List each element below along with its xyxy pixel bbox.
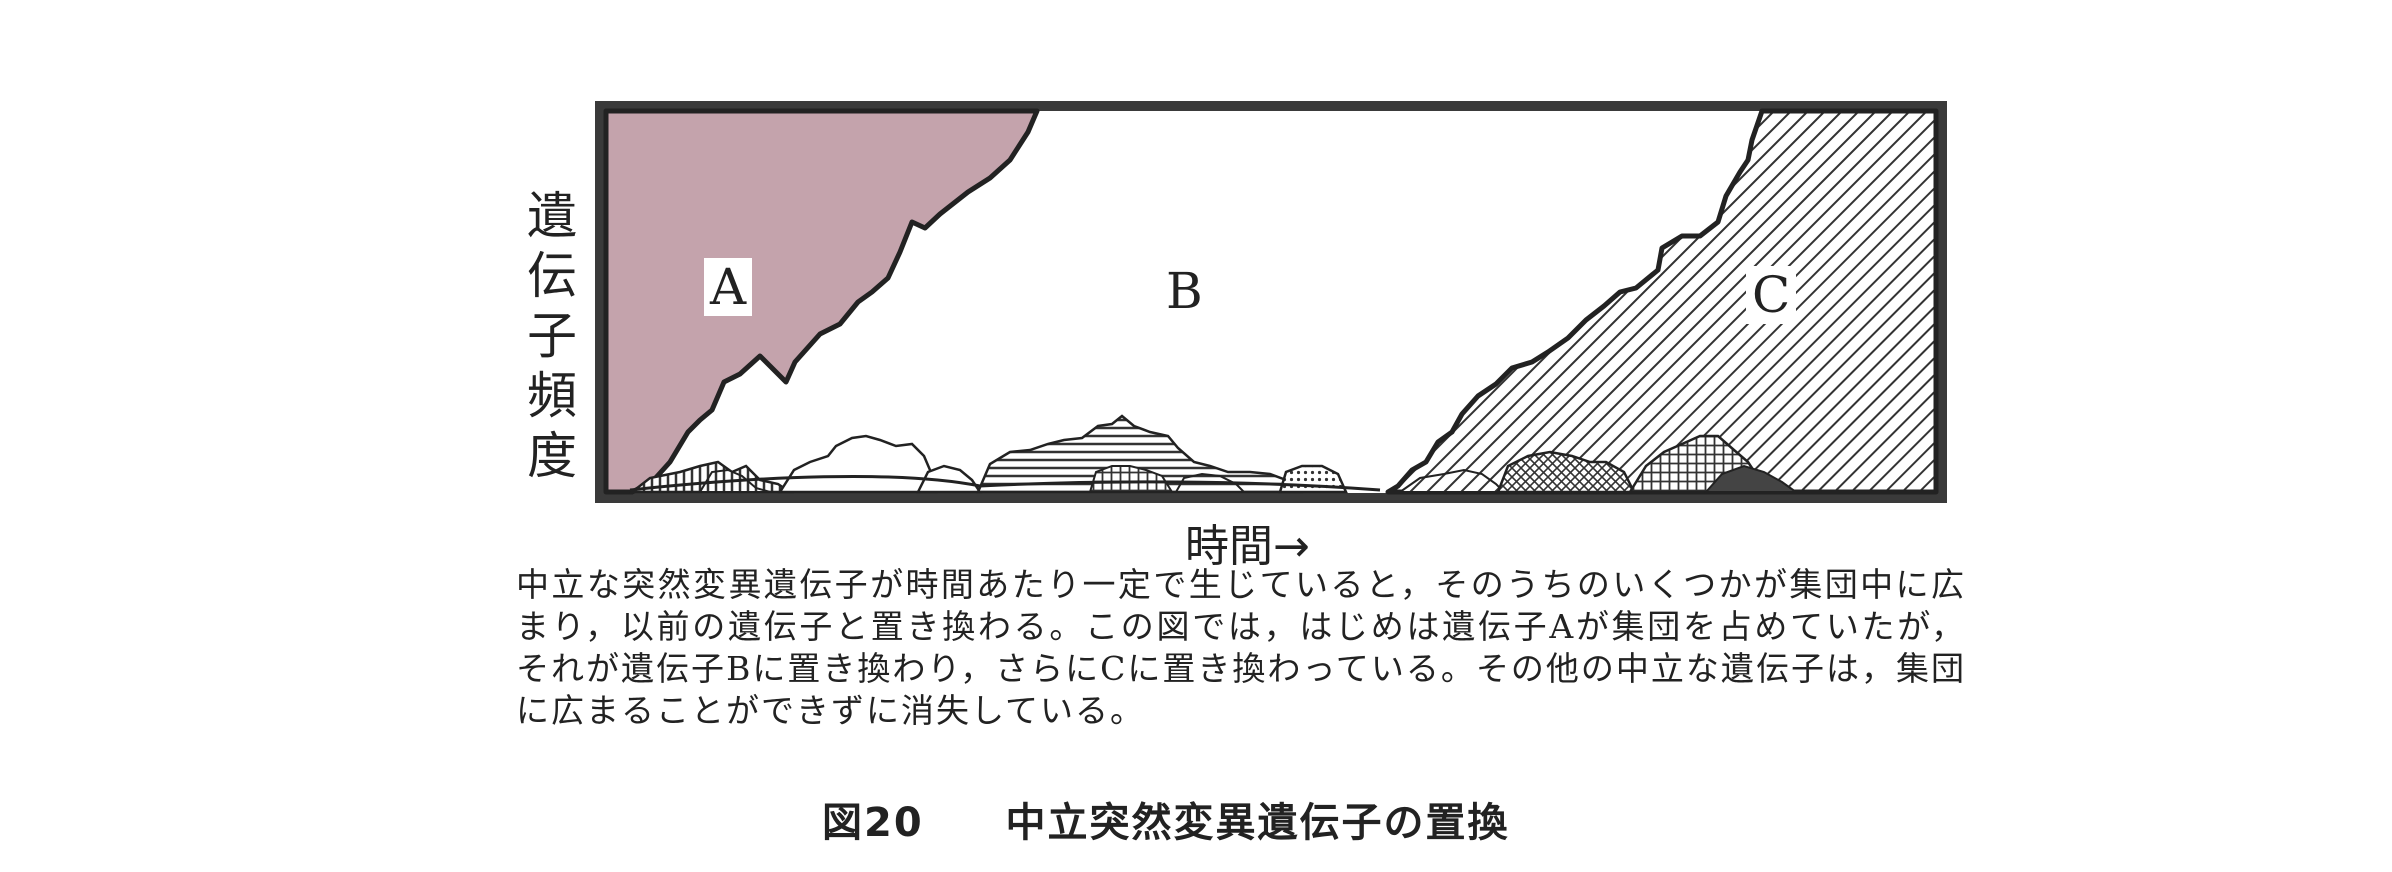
allele-c-region: [1385, 108, 1939, 495]
allele-a-region: [603, 108, 1040, 495]
region-label-a: A: [704, 258, 753, 316]
y-axis-label-char: 伝: [527, 247, 577, 305]
figure-number: 図20: [822, 800, 924, 846]
y-axis-label-char: 頻: [527, 367, 577, 425]
lost-allele-10: [1496, 450, 1637, 494]
figure-caption: 中立な突然変異遺伝子が時間あたり一定で生じていると，そのうちのいくつかが集団中に…: [516, 565, 1966, 730]
y-axis-label: 遺伝子頻度: [522, 186, 582, 486]
baseline-trace: [629, 474, 1381, 492]
region-label-b: B: [1160, 262, 1209, 320]
y-axis-label-char: 子: [527, 307, 577, 365]
figure-title: 中立突然変異遺伝子の置換: [1005, 800, 1510, 846]
x-axis-label: 時間→: [1185, 521, 1310, 572]
y-axis-label-char: 遺: [527, 187, 577, 245]
lost-allele-6: [1088, 465, 1174, 493]
lost-allele-12: [1703, 464, 1800, 493]
figure-title-line: 図20 中立突然変異遺伝子の置換: [822, 790, 1510, 848]
region-label-c: C: [1746, 266, 1797, 324]
y-axis-label-char: 度: [527, 427, 577, 485]
lost-allele-5: [976, 414, 1304, 494]
